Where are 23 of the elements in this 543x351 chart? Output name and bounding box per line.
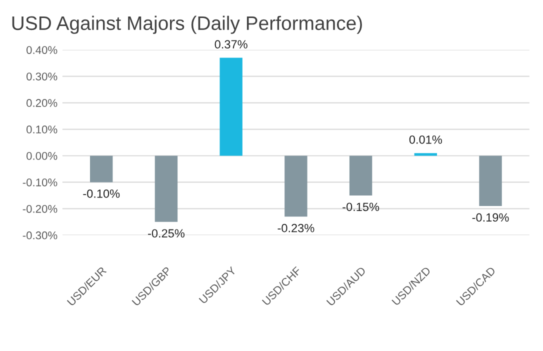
data-label: -0.19% (472, 213, 509, 222)
bar (284, 156, 308, 217)
chart-title: USD Against Majors (Daily Performance) (12, 16, 362, 34)
y-tick-label: -0.10% (22, 178, 58, 186)
y-tick-label: -0.30% (22, 231, 58, 240)
data-label: 0.37% (214, 40, 248, 49)
y-tick-label: -0.20% (22, 204, 58, 213)
bar (90, 156, 113, 182)
bar (349, 156, 372, 196)
bar (479, 156, 502, 206)
data-label: -0.10% (83, 189, 120, 198)
bar (414, 153, 437, 156)
y-tick-label: 0.10% (26, 126, 58, 134)
y-tick-label: 0.40% (26, 46, 58, 54)
bar (154, 156, 178, 222)
data-label: 0.01% (409, 135, 442, 144)
bar (220, 58, 242, 156)
data-label: -0.23% (278, 224, 314, 232)
data-label: -0.25% (148, 229, 184, 238)
y-tick-label: 0.20% (26, 99, 58, 107)
y-tick-label: 0.00% (26, 152, 58, 160)
y-tick-label: 0.30% (26, 72, 58, 80)
data-label: -0.15% (342, 202, 380, 212)
